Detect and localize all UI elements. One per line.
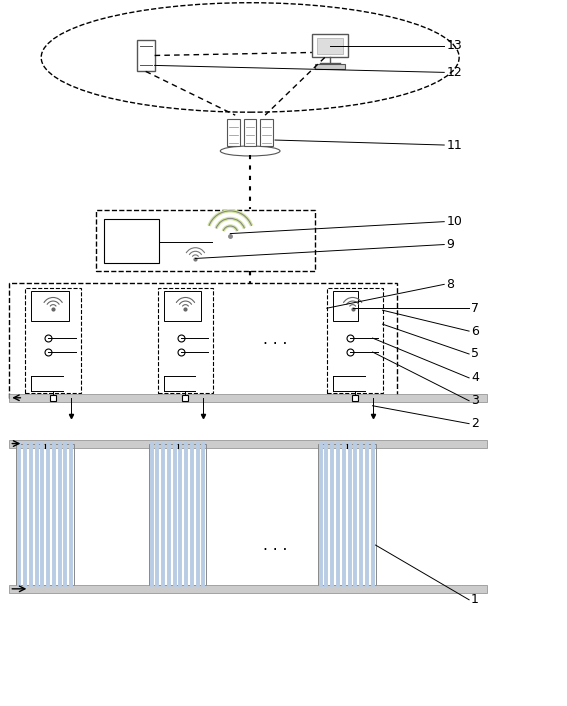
Text: 8: 8 [446,278,454,291]
Text: 12: 12 [446,66,462,79]
Bar [327,288,383,393]
Text: 7: 7 [471,301,479,315]
Text: 4: 4 [471,371,479,384]
Bar [149,585,206,590]
Bar [318,585,375,590]
Bar [104,219,159,263]
Text: 5: 5 [471,347,479,361]
Bar [315,64,345,69]
Bar [26,288,81,393]
Text: 11: 11 [446,138,462,152]
Bar [318,443,375,585]
Bar [16,585,74,590]
Bar [16,443,74,585]
Bar [260,119,273,146]
Text: 10: 10 [446,215,462,228]
Bar [9,585,487,593]
Text: 1: 1 [471,593,479,606]
Bar [9,394,487,402]
Bar [96,210,315,271]
Text: 6: 6 [471,325,479,337]
Bar [31,292,69,321]
Text: 9: 9 [446,238,454,251]
Bar [137,40,155,71]
Bar [9,440,487,448]
Bar [333,292,358,321]
Text: · · ·: · · · [263,542,287,558]
Bar [149,443,206,585]
Bar [312,34,348,57]
Bar [164,292,201,321]
Text: 3: 3 [471,394,479,407]
Bar [227,119,240,146]
Bar [317,37,342,54]
Bar [9,283,397,397]
Text: 2: 2 [471,417,479,430]
Bar [244,119,256,146]
Bar [158,288,213,393]
Text: 13: 13 [446,39,462,52]
Text: · · ·: · · · [263,337,287,352]
